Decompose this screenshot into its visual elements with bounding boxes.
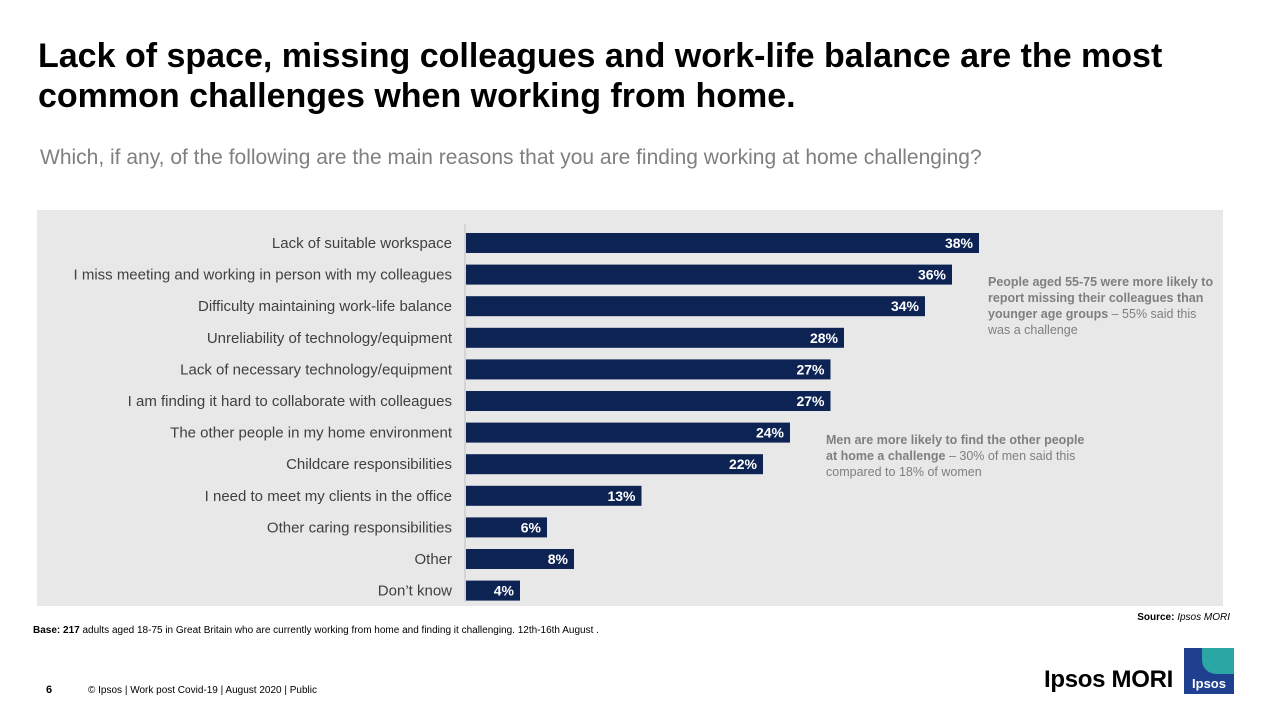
category-label: The other people in my home environment <box>170 425 453 442</box>
bar <box>466 359 831 380</box>
data-label: 4% <box>494 583 515 599</box>
annotation-regular: – 30% of men said this compared to 18% o… <box>826 449 1076 479</box>
question-subtitle: Which, if any, of the following are the … <box>40 146 982 169</box>
category-label: Difficulty maintaining work-life balance <box>198 298 452 315</box>
bar <box>466 422 790 443</box>
source-label: Source: <box>1137 612 1175 623</box>
base-label: Base: <box>33 625 61 636</box>
data-label: 22% <box>729 456 758 472</box>
category-label: Unreliability of technology/equipment <box>207 330 453 347</box>
data-label: 38% <box>945 235 974 251</box>
bar <box>466 296 925 317</box>
source-value: Ipsos MORI <box>1177 612 1230 623</box>
bar-chart: Lack of suitable workspace 38% I miss meet… <box>73 224 979 602</box>
annotation-regular: – 55% said this was a challenge <box>988 307 1197 337</box>
base-note: Base: 217 adults aged 18-75 in Great Bri… <box>33 625 599 636</box>
bar <box>466 233 979 253</box>
page-title: Lack of space, missing colleagues and wo… <box>38 37 1163 115</box>
data-label: 6% <box>521 519 542 535</box>
source-note: Source: Ipsos MORI <box>1137 612 1230 623</box>
annotation-bold: Men are more likely to find the other pe… <box>826 433 1085 463</box>
data-label: 8% <box>548 551 569 567</box>
annotation-bold: People aged 55-75 were more likely to re… <box>988 275 1214 321</box>
category-label: Other caring responsibilities <box>267 519 452 536</box>
category-label: Lack of suitable workspace <box>272 235 452 252</box>
annotation-men-home: Men are more likely to find the other pe… <box>826 432 1096 480</box>
bar <box>466 327 844 348</box>
bar <box>466 485 642 506</box>
brand-name: Ipsos MORI <box>1044 666 1174 693</box>
category-label: I am finding it hard to collaborate with… <box>128 393 452 410</box>
category-label: Childcare responsibilities <box>286 456 452 473</box>
category-label: Lack of necessary technology/equipment <box>180 361 453 378</box>
data-label: 36% <box>918 267 947 283</box>
logo-teal-shape <box>1202 648 1234 674</box>
bar <box>466 391 831 411</box>
base-count: 217 <box>63 625 80 636</box>
annotation-age-colleagues: People aged 55-75 were more likely to re… <box>988 274 1218 338</box>
data-label: 24% <box>756 425 785 441</box>
data-label: 27% <box>796 393 825 409</box>
data-label: 27% <box>796 361 825 377</box>
category-label: Don’t know <box>378 583 452 600</box>
logo-label: Ipsos <box>1192 676 1226 691</box>
bar <box>466 580 520 601</box>
footer-text: © Ipsos | Work post Covid-19 | August 20… <box>88 685 317 696</box>
bar <box>466 549 574 569</box>
bar <box>466 264 952 285</box>
page-number: 6 <box>46 684 53 696</box>
data-label: 34% <box>891 298 920 314</box>
ipsos-logo: Ipsos <box>1184 648 1234 694</box>
category-label: Other <box>414 551 452 568</box>
category-label: I miss meeting and working in person wit… <box>73 267 452 284</box>
base-text: adults aged 18-75 in Great Britain who a… <box>79 625 599 636</box>
data-label: 13% <box>607 488 636 504</box>
bar <box>466 454 763 475</box>
chart-panel: Lack of suitable workspace 38% I miss meet… <box>37 210 1223 606</box>
category-label: I need to meet my clients in the office <box>205 488 452 505</box>
data-label: 28% <box>810 330 839 346</box>
bar <box>466 517 547 538</box>
